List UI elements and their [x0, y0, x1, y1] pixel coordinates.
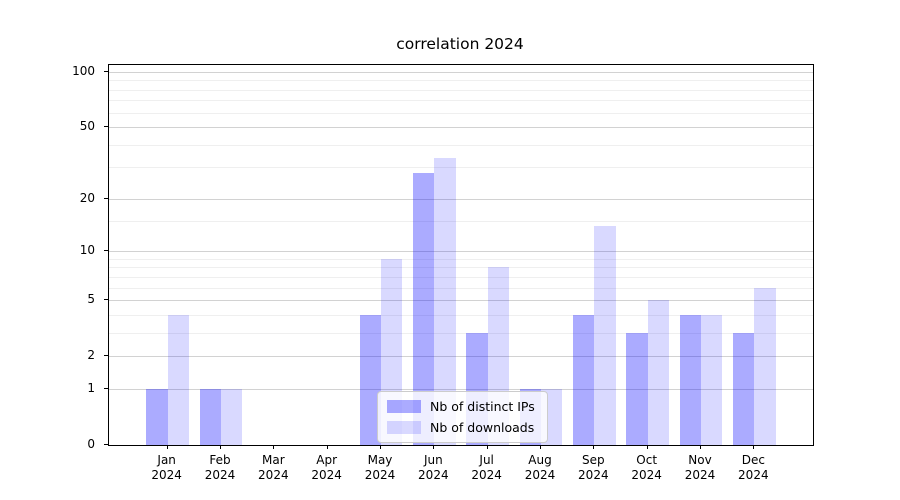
- gridline-major: [109, 198, 813, 200]
- x-tick-label: Jul 2024: [471, 453, 502, 482]
- bar-ips-jun: [413, 172, 435, 445]
- bar-downloads-dec: [754, 287, 776, 445]
- y-tick-label: 5: [87, 292, 95, 307]
- y-tick-label: 100: [72, 63, 95, 78]
- gridline-minor: [109, 80, 813, 82]
- y-tick-label: 2: [87, 348, 95, 363]
- bar-downloads-oct: [647, 300, 669, 445]
- gridline-major: [109, 71, 813, 73]
- x-tick-mark: [326, 445, 328, 449]
- bar-ips-sep: [572, 314, 595, 445]
- y-tick-mark: [104, 444, 108, 445]
- legend-swatch-downloads: [387, 421, 421, 434]
- gridline-minor: [109, 276, 813, 278]
- y-tick-label: 0: [87, 437, 95, 451]
- gridline-major: [109, 127, 813, 129]
- bar-ips-oct: [626, 332, 648, 445]
- gridline-minor: [109, 332, 813, 334]
- legend-label: Nb of distinct IPs: [430, 399, 535, 414]
- x-tick-label: Oct 2024: [631, 453, 662, 482]
- bar-ips-may: [359, 314, 381, 445]
- gridline-minor: [109, 267, 813, 269]
- bar-downloads-jan: [167, 314, 189, 445]
- x-tick-label: Dec 2024: [738, 453, 769, 482]
- y-tick-mark: [104, 250, 108, 252]
- y-tick-label: 20: [79, 190, 95, 205]
- x-tick-label: Sep 2024: [578, 453, 609, 482]
- x-tick-label: Mar 2024: [258, 453, 289, 482]
- gridline-minor: [109, 287, 813, 289]
- x-tick-mark: [220, 445, 221, 449]
- x-tick-mark: [433, 445, 435, 449]
- gridline-minor: [109, 112, 813, 114]
- bar-ips-nov: [679, 314, 701, 445]
- x-tick-mark: [166, 445, 168, 449]
- gridline-major: [109, 251, 813, 253]
- gridline-minor: [109, 89, 813, 91]
- bar-downloads-nov: [700, 314, 723, 445]
- x-tick-label: May 2024: [364, 453, 396, 482]
- x-tick-label: Aug 2024: [524, 453, 556, 482]
- gridline-major: [109, 300, 813, 302]
- gridline-minor: [109, 314, 813, 316]
- y-tick-mark: [104, 197, 108, 199]
- x-tick-mark: [273, 445, 275, 449]
- bar-ips-feb: [199, 388, 221, 445]
- bar-downloads-feb: [221, 388, 243, 445]
- x-tick-label: Jan 2024: [151, 453, 182, 482]
- x-tick-mark: [699, 445, 701, 449]
- gridline-minor: [109, 258, 813, 260]
- legend-swatch-ips: [387, 400, 421, 413]
- y-tick-mark: [104, 299, 108, 301]
- y-tick-mark: [104, 387, 108, 389]
- x-tick-label: Nov 2024: [684, 453, 716, 482]
- legend-row: Nb of distinct IPs: [387, 399, 535, 414]
- x-tick-label: Jun 2024: [418, 453, 449, 482]
- gridline-minor: [109, 167, 813, 169]
- y-tick-mark: [104, 355, 108, 357]
- x-tick-mark: [486, 445, 488, 449]
- x-tick-mark: [593, 445, 595, 449]
- gridline-minor: [109, 144, 813, 146]
- y-tick-label: 50: [79, 119, 95, 134]
- x-tick-mark: [380, 445, 381, 449]
- chart-title: correlation 2024: [396, 35, 524, 53]
- legend-label: Nb of downloads: [430, 420, 535, 435]
- x-tick-mark: [753, 445, 755, 449]
- gridline-minor: [109, 220, 813, 222]
- bar-downloads-jun: [434, 157, 456, 445]
- legend: Nb of distinct IPs Nb of downloads: [377, 391, 548, 443]
- gridline-major: [109, 388, 813, 390]
- bar-downloads-sep: [594, 226, 616, 445]
- y-tick-mark: [104, 126, 108, 128]
- bar-ips-dec: [732, 332, 755, 445]
- y-tick-label: 1: [87, 380, 95, 395]
- x-tick-mark: [646, 445, 648, 449]
- x-tick-label: Apr 2024: [311, 453, 342, 482]
- bar-ips-jan: [146, 388, 168, 445]
- plot-area: Nb of distinct IPs Nb of downloads: [108, 64, 814, 446]
- x-tick-mark: [539, 445, 541, 449]
- gridline-minor: [109, 100, 813, 102]
- legend-row: Nb of downloads: [387, 420, 535, 435]
- y-tick-mark: [104, 70, 108, 72]
- x-tick-label: Feb 2024: [204, 453, 236, 482]
- y-tick-label: 10: [79, 243, 95, 258]
- gridline-major: [109, 356, 813, 358]
